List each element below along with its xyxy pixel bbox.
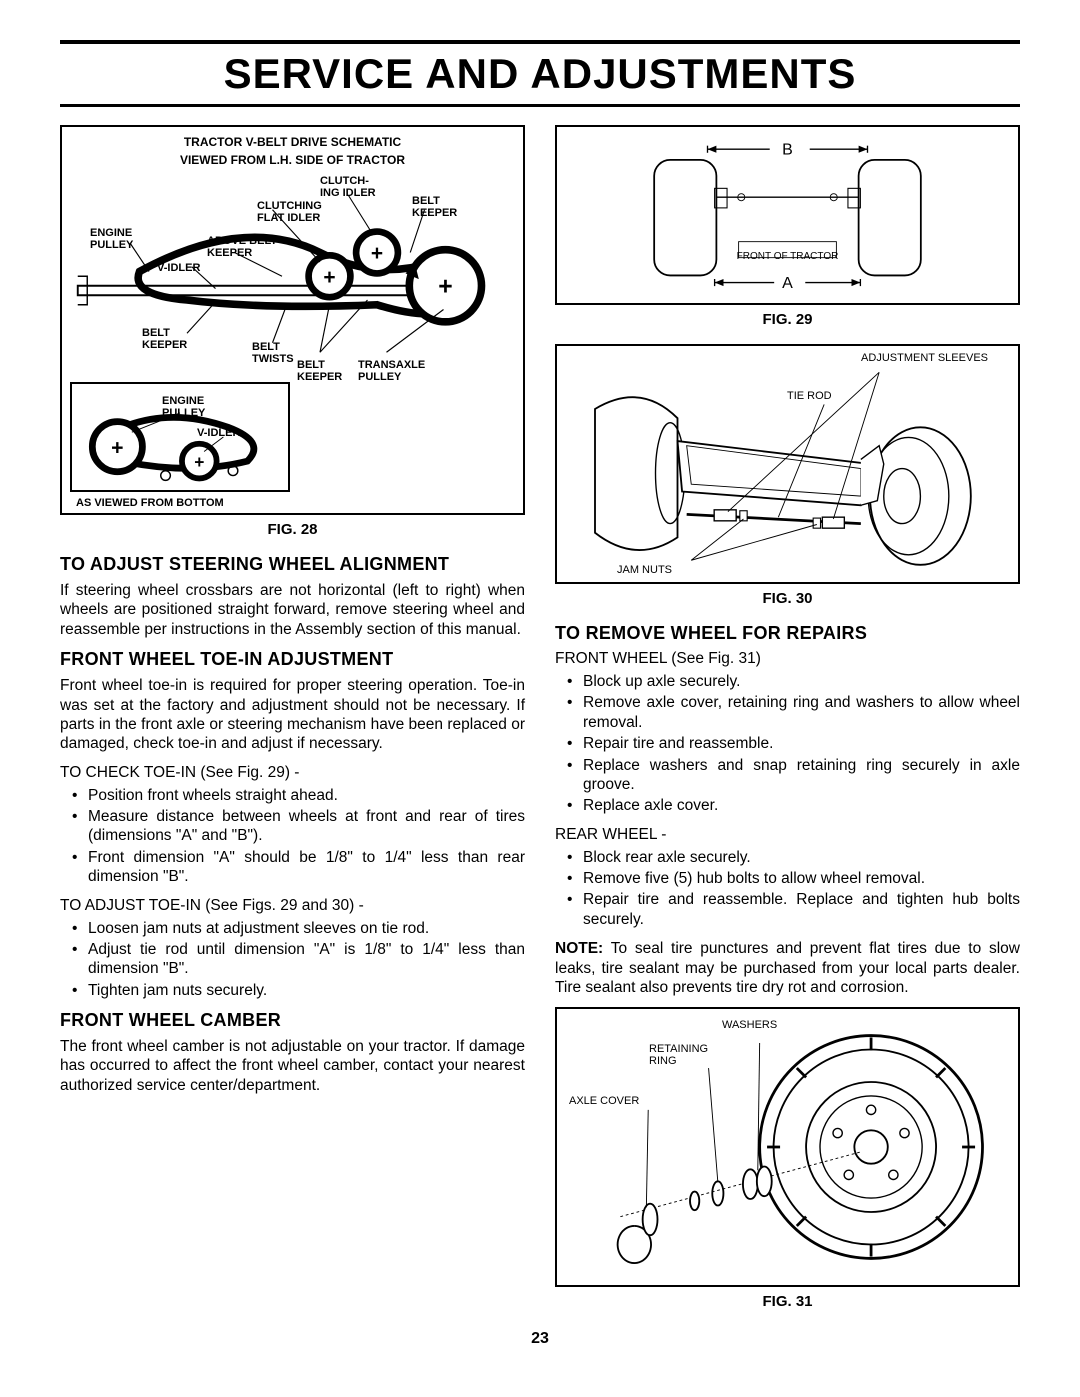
lbl-belt-twists: BELT TWISTS — [252, 341, 294, 365]
list-item: Repair tire and reassemble. Replace and … — [555, 890, 1020, 929]
fig28-caption: FIG. 28 — [60, 521, 525, 538]
top-rule — [60, 40, 1020, 44]
fig31-svg — [565, 1017, 1010, 1277]
adjust-toe-bullets: Loosen jam nuts at adjustment sleeves on… — [60, 919, 525, 1001]
page-number: 23 — [60, 1330, 1020, 1348]
heading-steering-align: TO ADJUST STEERING WHEEL ALIGNMENT — [60, 554, 525, 575]
lbl-v-idler2: V-IDLER — [197, 427, 240, 439]
figure-29: B A FRONT OF TRAC — [555, 125, 1020, 305]
check-toe-bullets: Position front wheels straight ahead. Me… — [60, 786, 525, 887]
svg-text:+: + — [323, 266, 335, 289]
right-column: B A FRONT OF TRAC — [555, 125, 1020, 1310]
list-item: Remove axle cover, retaining ring and wa… — [555, 693, 1020, 732]
lbl-adjustment-sleeves: ADJUSTMENT SLEEVES — [861, 352, 988, 364]
lbl-jam-nuts: JAM NUTS — [617, 564, 672, 576]
figure-28: TRACTOR V-BELT DRIVE SCHEMATIC VIEWED FR… — [60, 125, 525, 515]
list-item: Remove five (5) hub bolts to allow wheel… — [555, 869, 1020, 888]
check-toe-line: TO CHECK TOE-IN (See Fig. 29) - — [60, 764, 525, 782]
list-item: Tighten jam nuts securely. — [60, 981, 525, 1000]
adjust-toe-line: TO ADJUST TOE-IN (See Figs. 29 and 30) - — [60, 897, 525, 915]
svg-text:+: + — [371, 242, 383, 265]
heading-remove-wheel: TO REMOVE WHEEL FOR REPAIRS — [555, 623, 1020, 644]
fig30-svg — [565, 354, 1010, 574]
note-para: NOTE: To seal tire punctures and prevent… — [555, 939, 1020, 997]
fig30-caption: FIG. 30 — [555, 590, 1020, 607]
para-toe-in: Front wheel toe-in is required for prope… — [60, 676, 525, 754]
bottom-rule — [60, 104, 1020, 107]
para-steering-align: If steering wheel crossbars are not hori… — [60, 581, 525, 639]
lbl-clutching-idler: CLUTCH- ING IDLER — [320, 175, 376, 199]
lbl-transaxle: TRANSAXLE PULLEY — [358, 359, 425, 383]
list-item: Replace axle cover. — [555, 796, 1020, 815]
heading-toe-in: FRONT WHEEL TOE-IN ADJUSTMENT — [60, 649, 525, 670]
lbl-engine-pulley: ENGINE PULLEY — [90, 227, 133, 251]
front-wheel-line: FRONT WHEEL (See Fig. 31) — [555, 650, 1020, 668]
rear-wheel-line: REAR WHEEL - — [555, 826, 1020, 844]
list-item: Block up axle securely. — [555, 672, 1020, 691]
lbl-belt-keeper-l: BELT KEEPER — [142, 327, 187, 351]
heading-camber: FRONT WHEEL CAMBER — [60, 1010, 525, 1031]
list-item: Position front wheels straight ahead. — [60, 786, 525, 805]
fig29-caption: FIG. 29 — [555, 311, 1020, 328]
svg-text:+: + — [438, 273, 452, 300]
lbl-as-viewed: AS VIEWED FROM BOTTOM — [76, 497, 224, 509]
svg-text:+: + — [194, 452, 204, 472]
list-item: Replace washers and snap retaining ring … — [555, 756, 1020, 795]
lbl-belt-keeper-b: BELT KEEPER — [297, 359, 342, 383]
lbl-clutching-flat: CLUTCHING FLAT IDLER — [257, 200, 322, 224]
list-item: Front dimension "A" should be 1/8" to 1/… — [60, 848, 525, 887]
list-item: Loosen jam nuts at adjustment sleeves on… — [60, 919, 525, 938]
figure-30: ADJUSTMENT SLEEVES TIE ROD JAM NUTS — [555, 344, 1020, 584]
list-item: Block rear axle securely. — [555, 848, 1020, 867]
fig28-title2: VIEWED FROM L.H. SIDE OF TRACTOR — [70, 153, 515, 167]
svg-text:A: A — [782, 275, 793, 292]
page-title: SERVICE AND ADJUSTMENTS — [60, 50, 1020, 98]
lbl-engine-pulley2: ENGINE PULLEY — [162, 395, 205, 419]
rear-wheel-bullets: Block rear axle securely. Remove five (5… — [555, 848, 1020, 930]
svg-text:+: + — [111, 436, 123, 459]
figure-31: WASHERS RETAINING RING AXLE COVER — [555, 1007, 1020, 1287]
svg-text:B: B — [782, 142, 793, 159]
left-column: TRACTOR V-BELT DRIVE SCHEMATIC VIEWED FR… — [60, 125, 525, 1310]
note-label: NOTE: — [555, 940, 603, 957]
fig31-caption: FIG. 31 — [555, 1293, 1020, 1310]
fig28-title1: TRACTOR V-BELT DRIVE SCHEMATIC — [70, 135, 515, 149]
content-columns: TRACTOR V-BELT DRIVE SCHEMATIC VIEWED FR… — [60, 125, 1020, 1310]
front-of-tractor-label: FRONT OF TRACTOR — [557, 251, 1018, 262]
list-item: Adjust tie rod until dimension "A" is 1/… — [60, 940, 525, 979]
list-item: Repair tire and reassemble. — [555, 734, 1020, 753]
lbl-washers: WASHERS — [722, 1019, 777, 1031]
para-camber: The front wheel camber is not adjustable… — [60, 1037, 525, 1095]
note-text: To seal tire punctures and prevent flat … — [555, 940, 1020, 996]
lbl-v-idler: V-IDLER — [157, 262, 200, 274]
lbl-above-belt-keeper: ABOVE BELT KEEPER — [207, 235, 277, 259]
lbl-tie-rod: TIE ROD — [787, 390, 832, 402]
lbl-belt-keeper-r: BELT KEEPER — [412, 195, 457, 219]
front-wheel-bullets: Block up axle securely. Remove axle cove… — [555, 672, 1020, 816]
lbl-retaining-ring: RETAINING RING — [649, 1043, 708, 1067]
list-item: Measure distance between wheels at front… — [60, 807, 525, 846]
fig29-svg: B A — [565, 135, 1010, 295]
lbl-axle-cover: AXLE COVER — [569, 1095, 639, 1107]
